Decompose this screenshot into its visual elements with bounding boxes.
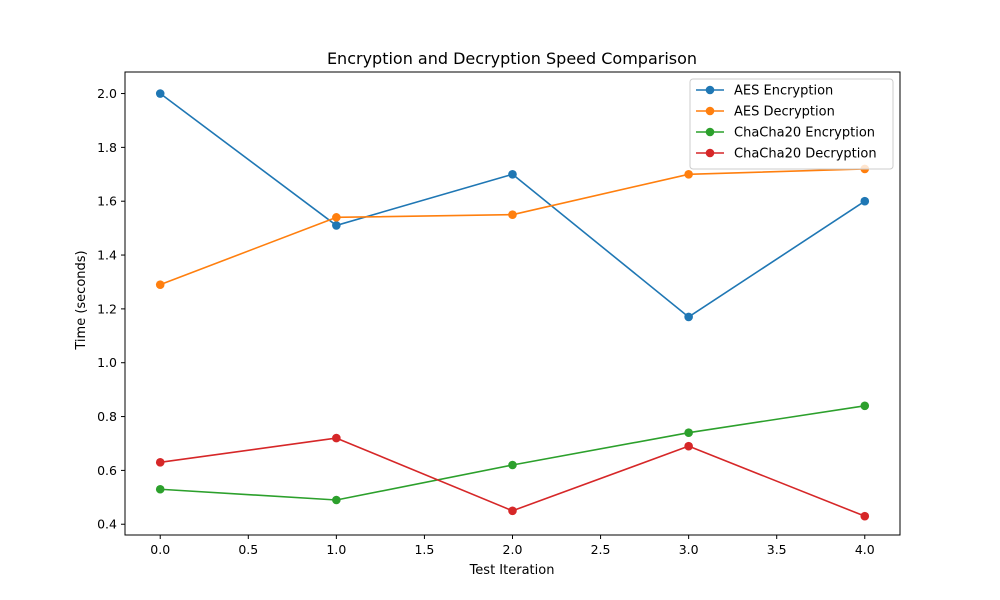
- data-point-chacha20-decryption: [860, 511, 870, 521]
- data-point-aes-encryption: [155, 89, 165, 98]
- x-tick-label: 1.0: [326, 542, 346, 557]
- data-point-chacha20-decryption: [684, 441, 693, 451]
- x-tick-label: 3.5: [767, 542, 787, 557]
- y-axis-label: Time (seconds): [74, 250, 89, 350]
- data-point-aes-encryption: [332, 221, 341, 230]
- legend-entry: AES Encryption: [734, 84, 833, 99]
- data-point-chacha20-encryption: [860, 401, 870, 411]
- x-tick-label: 0.5: [238, 542, 258, 557]
- chart-title: Encryption and Decryption Speed Comparis…: [327, 49, 697, 68]
- data-point-chacha20-decryption: [155, 458, 165, 467]
- data-point-aes-decryption: [684, 169, 693, 179]
- data-point-aes-encryption: [508, 169, 517, 179]
- y-tick-label: 0.8: [97, 409, 117, 424]
- legend-box: [689, 78, 894, 170]
- data-point-aes-decryption: [332, 213, 341, 222]
- x-tick-label: 3.0: [679, 542, 699, 557]
- data-point-chacha20-encryption: [155, 484, 165, 494]
- data-point-chacha20-decryption: [508, 506, 517, 516]
- y-tick-label: 1.0: [97, 355, 117, 370]
- data-point-chacha20-encryption: [684, 428, 693, 438]
- data-point-chacha20-decryption: [332, 433, 341, 443]
- data-point-chacha20-encryption: [332, 495, 341, 505]
- legend-entry: ChaCha20 Encryption: [734, 126, 875, 141]
- data-point-aes-encryption: [684, 312, 693, 322]
- y-tick-label: 1.2: [97, 301, 117, 316]
- x-tick-label: 4.0: [855, 542, 875, 557]
- data-point-chacha20-encryption: [508, 460, 517, 470]
- data-point-aes-encryption: [860, 196, 870, 206]
- data-point-aes-decryption: [155, 280, 165, 289]
- x-axis-label: Test Iteration: [469, 563, 555, 578]
- legend-entry: AES Decryption: [734, 105, 835, 120]
- y-tick-label: 0.6: [97, 463, 117, 478]
- x-tick-label: 0.0: [150, 542, 170, 557]
- data-point-aes-decryption: [508, 210, 517, 219]
- y-tick-label: 1.4: [97, 248, 117, 263]
- legend-marker: [705, 85, 715, 95]
- y-tick-label: 1.6: [97, 194, 117, 209]
- x-tick-label: 2.5: [591, 542, 611, 557]
- y-tick-label: 2.0: [97, 86, 117, 101]
- legend-marker: [705, 106, 715, 116]
- legend-marker: [705, 148, 715, 158]
- legend: AES Encryption AES Decryption ChaCha20 Enc…: [689, 78, 894, 170]
- x-tick-label: 1.5: [414, 542, 434, 557]
- x-tick-label: 2.0: [503, 542, 523, 557]
- y-tick-label: 0.4: [97, 517, 117, 532]
- legend-marker: [705, 127, 715, 137]
- plot-area: 0.0 0.5 1.0 1.5 2.0 2.5 3.0 3.5 4.0 0.4 0.6 0.8 1.0 1…: [97, 71, 901, 557]
- legend-entry: ChaCha20 Decryption: [734, 147, 877, 162]
- y-tick-label: 1.8: [97, 140, 117, 155]
